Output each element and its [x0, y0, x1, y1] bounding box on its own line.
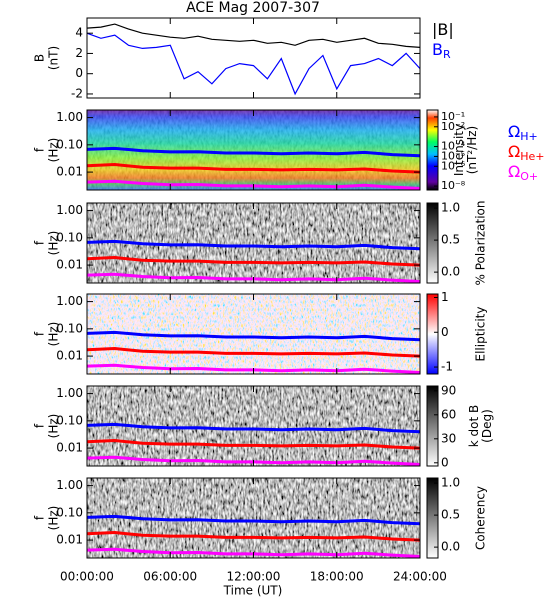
- y-axis-label: (Hz): [47, 231, 61, 256]
- y-tick-label: 0.01: [56, 165, 83, 179]
- colorbar: [426, 477, 439, 559]
- colorbar-label: (Deg): [480, 409, 494, 443]
- colorbar: [426, 293, 439, 375]
- series-line: [87, 530, 420, 542]
- legend-name: B: [432, 40, 443, 59]
- x-tick-label: 24:00:00: [393, 570, 447, 584]
- colorbar-label: Coherency: [474, 486, 488, 550]
- series-line: [87, 255, 420, 267]
- y-axis-label: (Hz): [47, 506, 61, 531]
- y-axis-label: (Hz): [47, 414, 61, 439]
- colorbar-tick-label: 10⁻⁶: [441, 159, 466, 172]
- colorbar-label: k dot B: [467, 405, 481, 447]
- y-tick-label: 0: [75, 66, 83, 80]
- legend-entry: ΩO+: [508, 162, 538, 184]
- colorbar: [426, 385, 439, 467]
- series-line: [87, 346, 420, 358]
- colorbar-tick-label: 0: [441, 325, 449, 339]
- colorbar-tick-label: 0.5: [441, 233, 460, 247]
- colorbar-tick-label: 10⁻⁴: [441, 140, 466, 153]
- legend-subscript: O+: [520, 170, 538, 183]
- colorbar-tick-label: 60: [441, 407, 456, 421]
- y-axis-label: (Hz): [47, 322, 61, 347]
- panel-frame: [86, 17, 421, 99]
- colorbar-tick-label: 0.5: [441, 508, 460, 522]
- colorbar-tick-label: 90: [441, 383, 456, 397]
- x-axis-label: Time (UT): [223, 584, 283, 598]
- colorbar-tick-label: -1: [441, 360, 453, 374]
- legend-name: Ω: [508, 162, 520, 181]
- colorbar-tick-label: 0.0: [441, 265, 460, 279]
- y-axis-label: f: [33, 147, 47, 152]
- colorbar-tick-label: 0.0: [441, 540, 460, 554]
- legend-subscript: H+: [520, 130, 538, 143]
- y-tick-label: 1.00: [56, 386, 83, 400]
- y-tick-label: 0.01: [56, 441, 83, 455]
- legend-subscript: R: [443, 48, 451, 61]
- legend-entry: ΩHe+: [508, 142, 545, 164]
- colorbar-label: Ellipticity: [474, 307, 488, 362]
- colorbar-tick-label: 1.0: [441, 201, 460, 215]
- legend-entry: BR: [432, 40, 451, 62]
- colorbar: [426, 202, 439, 284]
- legend-entry: |B|: [432, 20, 454, 39]
- y-axis-label: (Hz): [47, 138, 61, 163]
- y-axis-label: f: [33, 423, 47, 428]
- colorbar-tick-label: 1: [441, 290, 449, 304]
- y-axis-label: f: [33, 331, 47, 336]
- colorbar-label: (nT²/Hz): [465, 126, 479, 174]
- y-tick-label: 0.10: [56, 413, 83, 427]
- legend-name: Ω: [508, 142, 520, 161]
- y-axis-label: (nT): [47, 46, 61, 70]
- legend-name: Ω: [508, 122, 520, 141]
- y-tick-label: 0.10: [56, 137, 83, 151]
- y-tick-label: 1.00: [56, 110, 83, 124]
- x-tick-label: 18:00:00: [310, 570, 364, 584]
- y-tick-label: -2: [71, 86, 83, 100]
- series-line: [87, 146, 420, 158]
- series-line: [87, 23, 420, 48]
- series-line: [87, 422, 420, 434]
- colorbar: [426, 109, 439, 191]
- x-tick-label: 00:00:00: [60, 570, 114, 584]
- y-axis-label: f: [33, 240, 47, 245]
- y-tick-label: 2: [75, 46, 83, 60]
- y-axis-label: B: [33, 54, 47, 62]
- colorbar-tick-label: 10⁻⁵: [441, 149, 465, 162]
- series-line: [87, 514, 420, 526]
- series-line: [87, 438, 420, 450]
- colorbar-tick-label: 10⁻²: [441, 120, 465, 133]
- series-line: [87, 162, 420, 174]
- colorbar-tick-label: 10⁻¹: [441, 110, 465, 123]
- y-tick-label: 0.01: [56, 349, 83, 363]
- legend-subscript: He+: [520, 150, 544, 163]
- series-line: [87, 32, 420, 96]
- y-tick-label: 0.01: [56, 258, 83, 272]
- y-tick-label: 1.00: [56, 478, 83, 492]
- series-line: [87, 239, 420, 251]
- colorbar-tick-label: 10⁻⁸: [441, 179, 466, 192]
- chart-title: ACE Mag 2007-307: [186, 0, 320, 16]
- y-axis-label: f: [33, 515, 47, 520]
- colorbar-label: Intensity: [452, 124, 466, 176]
- y-tick-label: 0.10: [56, 505, 83, 519]
- colorbar-tick-label: 0: [441, 455, 449, 469]
- x-tick-label: 06:00:00: [143, 570, 197, 584]
- colorbar-tick-label: 1.0: [441, 476, 460, 490]
- y-tick-label: 1.00: [56, 294, 83, 308]
- y-tick-label: 0.10: [56, 230, 83, 244]
- x-tick-label: 12:00:00: [227, 570, 281, 584]
- y-tick-label: 1.00: [56, 203, 83, 217]
- legend-entry: ΩH+: [508, 122, 538, 144]
- y-tick-label: 4: [75, 26, 83, 40]
- y-tick-label: 0.10: [56, 321, 83, 335]
- y-tick-label: 0.01: [56, 533, 83, 547]
- colorbar-tick-label: 30: [441, 431, 456, 445]
- series-line: [87, 330, 420, 342]
- colorbar-label: % Polarization: [474, 201, 488, 286]
- legend-name: |B|: [432, 20, 454, 39]
